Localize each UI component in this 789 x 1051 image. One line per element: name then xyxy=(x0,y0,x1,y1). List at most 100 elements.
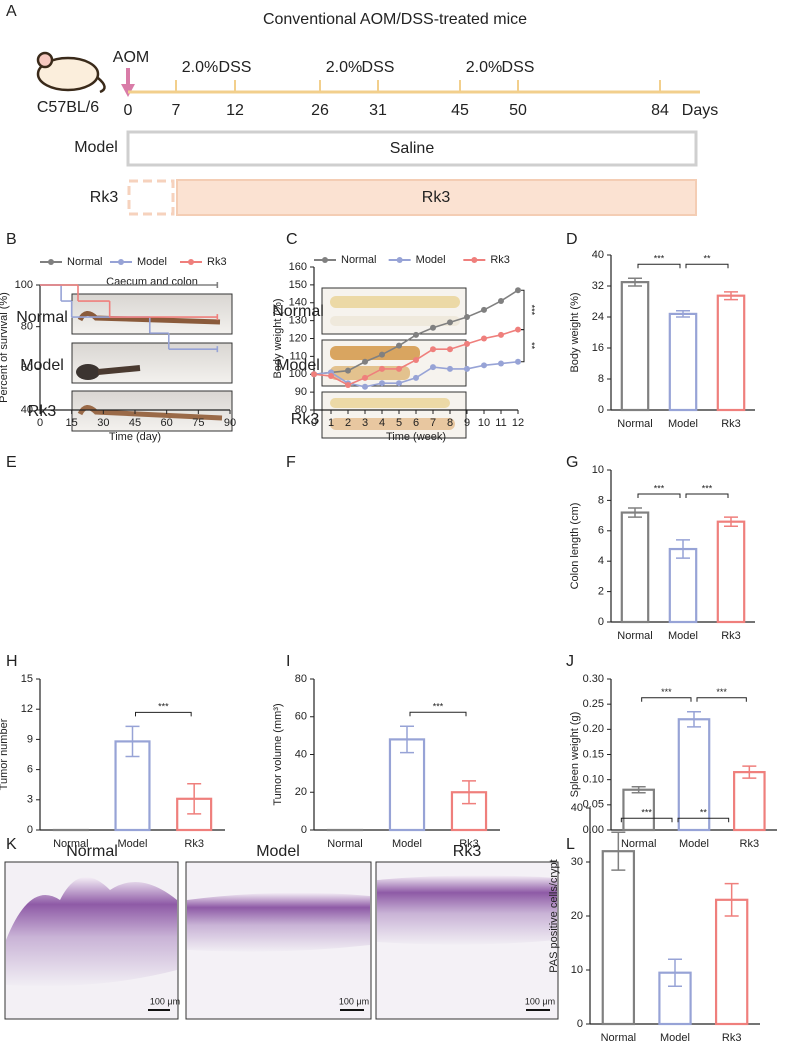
significance-bracket xyxy=(685,263,729,269)
y-tick-label: 10 xyxy=(571,964,583,976)
error-bar xyxy=(187,782,202,815)
y-tick-label: 6 xyxy=(27,764,33,776)
significance-bracket xyxy=(409,711,467,717)
drug-label: DSS xyxy=(219,59,252,76)
y-tick-label: 20 xyxy=(295,786,307,798)
y-tick-label: 2 xyxy=(598,586,604,598)
x-tick-label: 10 xyxy=(478,417,490,429)
y-tick-label: 0 xyxy=(301,824,307,836)
histology-title: Normal xyxy=(66,843,118,860)
y-tick-label: 10 xyxy=(592,464,604,476)
error-bar xyxy=(676,310,690,318)
x-tick-label: 45 xyxy=(129,417,141,429)
y-axis-title: Body weight (%) xyxy=(272,298,284,378)
legend-label: Normal xyxy=(341,254,376,266)
day-label: 50 xyxy=(509,102,527,119)
bar xyxy=(658,971,692,1026)
point xyxy=(379,365,385,372)
y-tick-label: 120 xyxy=(289,332,307,344)
x-tick-label: 30 xyxy=(97,417,109,429)
point xyxy=(430,364,436,371)
point xyxy=(430,324,436,331)
y-tick-label: 160 xyxy=(289,261,307,273)
point xyxy=(379,351,385,358)
point xyxy=(447,346,453,353)
x-tick-label: Model xyxy=(668,630,698,642)
bar xyxy=(668,312,698,412)
dose-label: 2.0% xyxy=(326,59,362,76)
x-tick-label: Normal xyxy=(53,838,88,850)
day-label: 12 xyxy=(226,102,244,119)
x-tick-label: 15 xyxy=(66,417,78,429)
day-label: 26 xyxy=(311,102,329,119)
panel-letter: G xyxy=(566,454,578,471)
y-axis-title: Body weight (%) xyxy=(569,292,581,372)
y-axis-title: Tumor number xyxy=(0,718,10,790)
tumor-photos xyxy=(321,287,467,439)
timeline-title: Conventional AOM/DSS-treated mice xyxy=(263,11,527,28)
row-label: Rk3 xyxy=(291,411,320,428)
histology-title: Model xyxy=(256,843,300,860)
point xyxy=(413,374,419,381)
error-bar xyxy=(724,882,739,917)
point xyxy=(396,342,402,349)
y-tick-label: 40 xyxy=(592,249,604,261)
panel-letter: K xyxy=(6,836,17,853)
day-label: 0 xyxy=(124,102,133,119)
group-label: Model xyxy=(74,139,118,156)
group-label: Rk3 xyxy=(90,189,119,206)
error-bar xyxy=(628,507,642,518)
x-tick-label: Normal xyxy=(617,418,652,430)
chart: 0 8 16 24 32 40 Body weight (%) Normal Model Rk3 *… xyxy=(569,249,755,430)
scale-bar-label: 100 μm xyxy=(150,996,180,1006)
x-tick-label: Model xyxy=(660,1032,690,1044)
significance-label: *** xyxy=(654,483,665,493)
point xyxy=(362,358,368,365)
day-unit: Days xyxy=(682,102,718,119)
significance-bracket xyxy=(685,493,729,498)
point xyxy=(345,367,351,374)
panel-letter: B xyxy=(6,231,17,248)
y-tick-label: 60 xyxy=(295,711,307,723)
x-axis-title: Time (week) xyxy=(386,431,446,443)
panel-letter: L xyxy=(566,836,575,853)
panel-letter: D xyxy=(566,231,578,248)
y-tick-label: 0.10 xyxy=(583,774,604,786)
treatment-box xyxy=(176,179,697,216)
row-label: Normal xyxy=(272,303,324,320)
chart: 0 3 6 9 12 15 Tumor number Normal Model Rk3 *** xyxy=(0,673,225,850)
scale-bar-label: 100 μm xyxy=(525,996,555,1006)
x-tick-label: Rk3 xyxy=(721,418,741,430)
point xyxy=(413,356,419,363)
legend-marker xyxy=(188,259,194,265)
y-tick-label: 15 xyxy=(21,673,33,685)
error-bar xyxy=(125,725,140,758)
x-tick-label: Rk3 xyxy=(740,838,760,850)
x-tick-label: Model xyxy=(392,838,422,850)
y-tick-label: 80 xyxy=(21,321,33,333)
histology-images xyxy=(4,861,559,1020)
chart: 0.00 0.05 0.10 0.15 0.20 0.25 0.30 Spleen weigh… xyxy=(569,673,777,850)
bar xyxy=(716,294,746,412)
y-tick-label: 40 xyxy=(21,404,33,416)
bar xyxy=(620,281,650,412)
panel-letter: I xyxy=(286,653,290,670)
y-tick-label: 80 xyxy=(295,404,307,416)
y-tick-label: 0.30 xyxy=(583,673,604,685)
photo-title: Caecum and colon xyxy=(106,276,198,288)
y-axis-title: Colon length (cm) xyxy=(569,503,581,590)
error-bar xyxy=(611,831,626,871)
y-tick-label: 30 xyxy=(571,856,583,868)
error-bar xyxy=(631,785,646,794)
point xyxy=(498,297,504,304)
x-tick-label: Normal xyxy=(617,630,652,642)
x-tick-label: Rk3 xyxy=(722,1032,742,1044)
row-label: Model xyxy=(20,357,64,374)
error-bar xyxy=(724,291,738,301)
point xyxy=(464,340,470,347)
bar xyxy=(714,898,749,1026)
bar xyxy=(620,511,650,624)
